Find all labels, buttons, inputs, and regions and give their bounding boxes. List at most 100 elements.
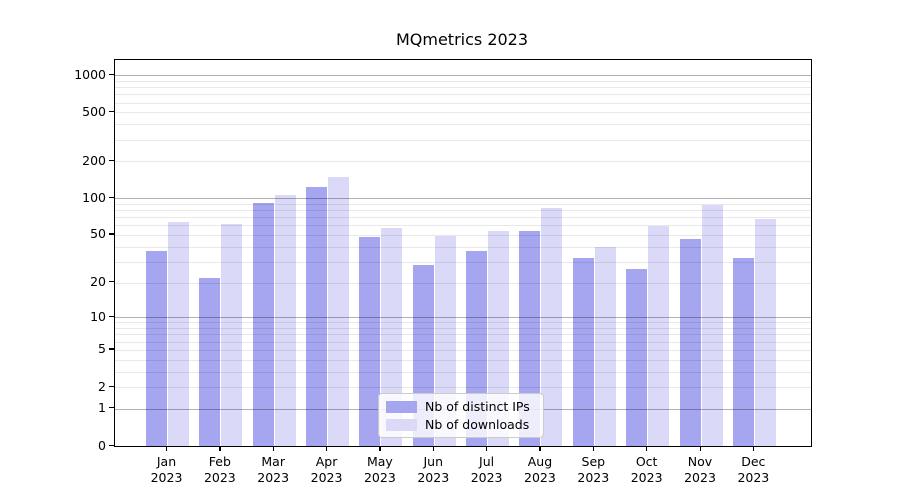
- x-tick-mark: [166, 446, 168, 451]
- x-tick-label: Apr 2023: [310, 454, 343, 485]
- x-tick-mark: [326, 446, 328, 451]
- legend-item-downloads: Nb of downloads: [386, 417, 536, 432]
- x-tick-mark: [432, 446, 434, 451]
- x-tick-mark: [379, 446, 381, 451]
- y-tick-label: 500: [82, 103, 106, 119]
- gridline-major: [115, 75, 811, 77]
- gridline-minor: [115, 80, 811, 82]
- legend-swatch-distinct-ips: [386, 400, 417, 413]
- gridline-major: [115, 317, 811, 319]
- gridline-minor: [115, 341, 811, 343]
- bar-downloads: [328, 176, 350, 446]
- x-tick-label: Aug 2023: [524, 454, 556, 485]
- x-tick-label: Jun 2023: [417, 454, 450, 485]
- x-tick-mark: [646, 446, 648, 451]
- y-tick-label: 1: [98, 400, 106, 416]
- y-tick-label: 100: [82, 189, 106, 205]
- gridline-minor: [115, 234, 811, 236]
- gridline-minor: [115, 334, 811, 336]
- y-tick-mark: [109, 385, 114, 387]
- bar-distinct-ips: [572, 258, 594, 446]
- y-tick-label: 1000: [74, 66, 106, 82]
- legend-label-downloads: Nb of downloads: [425, 417, 530, 432]
- x-tick-label: May 2023: [363, 454, 396, 485]
- bar-downloads: [221, 223, 243, 446]
- x-tick-label: Jul 2023: [470, 454, 503, 485]
- y-tick-mark: [109, 407, 114, 409]
- bar-distinct-ips: [732, 258, 754, 446]
- gridline-minor: [115, 124, 811, 126]
- legend-item-distinct-ips: Nb of distinct IPs: [386, 399, 536, 414]
- x-tick-mark: [752, 446, 755, 451]
- y-tick-mark: [109, 110, 114, 112]
- gridline-minor: [115, 161, 811, 163]
- bar-downloads: [648, 226, 670, 446]
- gridline-minor: [115, 139, 811, 141]
- bar-distinct-ips: [252, 202, 274, 446]
- x-tick-mark: [699, 446, 701, 451]
- gridline-minor: [115, 94, 811, 96]
- x-tick-mark: [539, 446, 541, 451]
- gridline-minor: [115, 349, 811, 351]
- bar-downloads: [754, 218, 776, 446]
- x-tick-label: Dec 2023: [737, 454, 770, 485]
- gridline-minor: [115, 359, 811, 361]
- y-tick-label: 200: [82, 152, 106, 168]
- bar-distinct-ips: [359, 237, 381, 446]
- y-tick-label: 10: [90, 308, 106, 324]
- y-tick-label: 50: [90, 226, 106, 242]
- y-tick-label: 2: [98, 378, 106, 394]
- bar-distinct-ips: [626, 269, 648, 446]
- bar-downloads: [701, 205, 723, 446]
- x-tick-mark: [219, 446, 221, 451]
- y-tick-mark: [109, 444, 114, 446]
- bar-downloads: [594, 246, 616, 446]
- gridline-minor: [115, 282, 811, 284]
- y-tick-mark: [109, 159, 114, 161]
- x-tick-label: Nov 2023: [684, 454, 716, 485]
- legend: Nb of distinct IPs Nb of downloads: [378, 393, 544, 438]
- gridline-minor: [115, 328, 811, 330]
- chart-title: MQmetrics 2023: [395, 30, 529, 49]
- x-tick-label: Sep 2023: [577, 454, 610, 485]
- y-tick-label: 0: [98, 437, 106, 453]
- bar-distinct-ips: [199, 277, 221, 446]
- bar-downloads: [274, 194, 296, 446]
- y-tick-label: 20: [90, 274, 106, 290]
- y-tick-label: 5: [98, 341, 106, 357]
- y-tick-mark: [109, 73, 114, 75]
- gridline-minor: [115, 387, 811, 389]
- x-tick-mark: [592, 446, 594, 451]
- gridline-minor: [115, 210, 811, 212]
- plot-area: Nb of distinct IPs Nb of downloads: [114, 59, 812, 447]
- y-tick-mark: [109, 348, 114, 350]
- bar-distinct-ips: [679, 239, 701, 446]
- gridline-major: [115, 198, 811, 200]
- y-tick-mark: [109, 281, 114, 283]
- bar-distinct-ips: [306, 187, 328, 446]
- bar-downloads: [541, 207, 563, 446]
- gridline-minor: [115, 322, 811, 324]
- gridline-minor: [115, 203, 811, 205]
- legend-swatch-downloads: [386, 418, 417, 431]
- bar-distinct-ips: [146, 250, 167, 446]
- x-tick-label: Jan 2023: [150, 454, 183, 485]
- bar-distinct-ips: [519, 230, 541, 446]
- bar-downloads: [488, 230, 510, 446]
- legend-label-distinct-ips: Nb of distinct IPs: [425, 399, 530, 414]
- bar-downloads: [381, 228, 403, 446]
- gridline-minor: [115, 217, 811, 219]
- bar-downloads: [168, 221, 189, 446]
- x-tick-mark: [272, 446, 274, 451]
- x-tick-label: Mar 2023: [257, 454, 290, 485]
- gridline-minor: [115, 371, 811, 373]
- y-tick-mark: [109, 196, 114, 198]
- gridline-minor: [115, 246, 811, 248]
- x-tick-label: Oct 2023: [630, 454, 663, 485]
- gridline-minor: [115, 102, 811, 104]
- y-tick-mark: [109, 315, 114, 317]
- x-tick-label: Feb 2023: [203, 454, 236, 485]
- y-tick-mark: [109, 233, 114, 235]
- gridline-minor: [115, 225, 811, 227]
